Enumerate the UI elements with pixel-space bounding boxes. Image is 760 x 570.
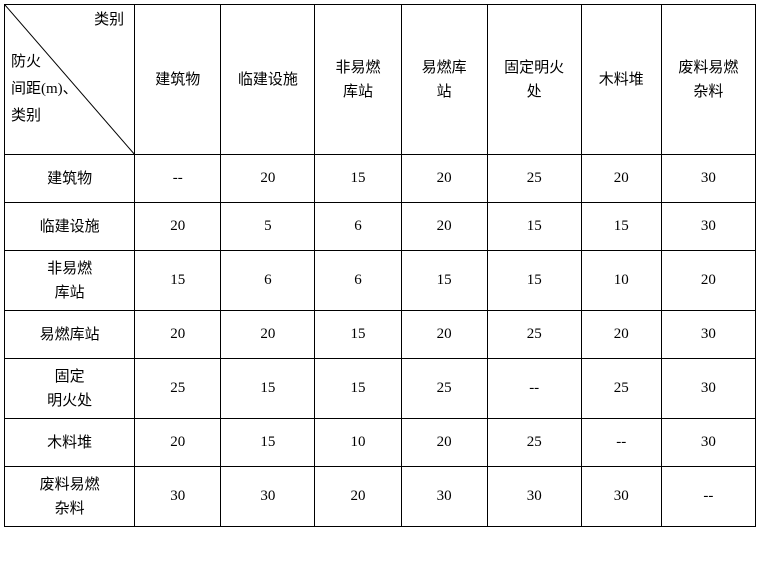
col-header-waste: 废料易燃杂料 bbox=[661, 5, 755, 155]
table-row: 临建设施205620151530 bbox=[5, 203, 756, 251]
data-cell: 20 bbox=[401, 203, 487, 251]
data-cell: 20 bbox=[221, 155, 315, 203]
data-cell: 6 bbox=[315, 251, 401, 311]
data-cell: 30 bbox=[661, 203, 755, 251]
col-header-fire: 固定明火处 bbox=[487, 5, 581, 155]
data-cell: 20 bbox=[135, 203, 221, 251]
data-cell: 25 bbox=[135, 359, 221, 419]
data-cell: 20 bbox=[401, 155, 487, 203]
header-row: 类别 防火 间距(m)、 类别 建筑物 临建设施 非易燃库站 易燃库站 固定明火… bbox=[5, 5, 756, 155]
data-cell: 10 bbox=[315, 419, 401, 467]
data-cell: 6 bbox=[221, 251, 315, 311]
data-cell: 30 bbox=[581, 467, 661, 527]
corner-cell: 类别 防火 间距(m)、 类别 bbox=[5, 5, 135, 155]
data-cell: 15 bbox=[315, 359, 401, 419]
data-cell: 20 bbox=[401, 419, 487, 467]
row-header: 固定明火处 bbox=[5, 359, 135, 419]
data-cell: 25 bbox=[487, 311, 581, 359]
corner-top-label: 类别 bbox=[94, 11, 124, 31]
data-cell: 15 bbox=[581, 203, 661, 251]
table-row: 易燃库站20201520252030 bbox=[5, 311, 756, 359]
row-header: 易燃库站 bbox=[5, 311, 135, 359]
data-cell: 30 bbox=[135, 467, 221, 527]
data-cell: -- bbox=[135, 155, 221, 203]
data-cell: 15 bbox=[487, 251, 581, 311]
data-cell: 20 bbox=[401, 311, 487, 359]
data-cell: 20 bbox=[221, 311, 315, 359]
corner-left-line2: 间距(m)、 bbox=[11, 76, 78, 103]
data-cell: 30 bbox=[221, 467, 315, 527]
col-header-nf: 非易燃库站 bbox=[315, 5, 401, 155]
data-cell: 15 bbox=[401, 251, 487, 311]
table-row: 固定明火处25151525--2530 bbox=[5, 359, 756, 419]
row-header: 废料易燃杂料 bbox=[5, 467, 135, 527]
data-cell: 5 bbox=[221, 203, 315, 251]
table-body: 建筑物--201520252030临建设施205620151530非易燃库站15… bbox=[5, 155, 756, 527]
data-cell: -- bbox=[581, 419, 661, 467]
data-cell: 20 bbox=[135, 311, 221, 359]
data-cell: 30 bbox=[661, 311, 755, 359]
data-cell: 30 bbox=[401, 467, 487, 527]
table-row: 木料堆2015102025--30 bbox=[5, 419, 756, 467]
table-row: 废料易燃杂料303020303030-- bbox=[5, 467, 756, 527]
data-cell: 15 bbox=[221, 359, 315, 419]
data-cell: 15 bbox=[315, 155, 401, 203]
data-cell: 15 bbox=[487, 203, 581, 251]
data-cell: 30 bbox=[661, 359, 755, 419]
corner-left-label: 防火 间距(m)、 类别 bbox=[11, 49, 78, 130]
data-cell: 20 bbox=[581, 311, 661, 359]
col-header-fl: 易燃库站 bbox=[401, 5, 487, 155]
table-row: 建筑物--201520252030 bbox=[5, 155, 756, 203]
row-header: 临建设施 bbox=[5, 203, 135, 251]
row-header: 木料堆 bbox=[5, 419, 135, 467]
data-cell: 30 bbox=[661, 419, 755, 467]
data-cell: 20 bbox=[135, 419, 221, 467]
corner-left-line1: 防火 bbox=[11, 49, 78, 76]
data-cell: 20 bbox=[581, 155, 661, 203]
data-cell: 15 bbox=[315, 311, 401, 359]
fire-distance-table: 类别 防火 间距(m)、 类别 建筑物 临建设施 非易燃库站 易燃库站 固定明火… bbox=[4, 4, 756, 527]
data-cell: -- bbox=[661, 467, 755, 527]
col-header-wood: 木料堆 bbox=[581, 5, 661, 155]
data-cell: 30 bbox=[661, 155, 755, 203]
data-cell: 15 bbox=[221, 419, 315, 467]
row-header: 建筑物 bbox=[5, 155, 135, 203]
data-cell: 30 bbox=[487, 467, 581, 527]
data-cell: 20 bbox=[315, 467, 401, 527]
data-cell: 15 bbox=[135, 251, 221, 311]
col-header-temp: 临建设施 bbox=[221, 5, 315, 155]
data-cell: 25 bbox=[581, 359, 661, 419]
row-header: 非易燃库站 bbox=[5, 251, 135, 311]
data-cell: 25 bbox=[487, 155, 581, 203]
table-row: 非易燃库站156615151020 bbox=[5, 251, 756, 311]
corner-left-line3: 类别 bbox=[11, 103, 78, 130]
data-cell: 25 bbox=[487, 419, 581, 467]
data-cell: 25 bbox=[401, 359, 487, 419]
data-cell: 10 bbox=[581, 251, 661, 311]
data-cell: -- bbox=[487, 359, 581, 419]
data-cell: 20 bbox=[661, 251, 755, 311]
data-cell: 6 bbox=[315, 203, 401, 251]
col-header-build: 建筑物 bbox=[135, 5, 221, 155]
